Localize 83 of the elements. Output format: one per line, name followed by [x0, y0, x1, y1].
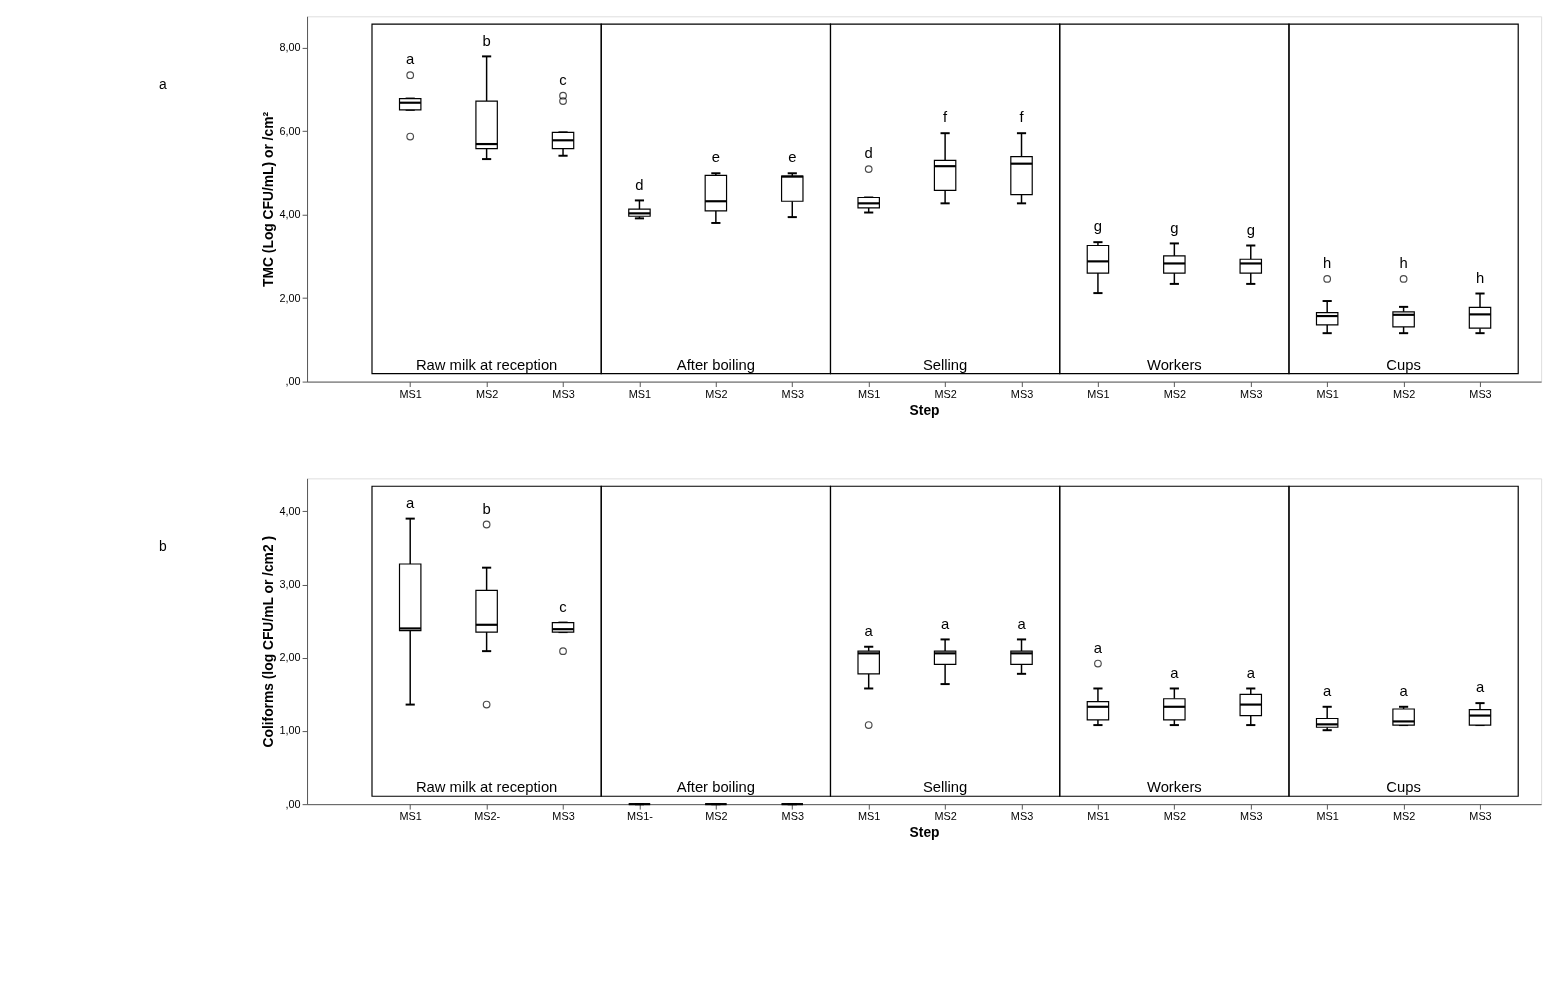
annotation: Selling	[922, 779, 968, 796]
x-axis-title: Step	[909, 824, 940, 841]
x-tick-label: MS2	[1163, 810, 1187, 823]
annotation: g	[1170, 219, 1179, 236]
y-tick-label: ,00	[285, 797, 301, 810]
y-tick-label: 4,00	[279, 208, 301, 221]
y-tick-label: 3,00	[279, 577, 301, 590]
annotation: a	[1093, 639, 1103, 656]
annotation: c	[559, 71, 568, 88]
x-tick-label: MS2	[934, 810, 957, 823]
annotation: Cups	[1386, 356, 1421, 373]
annotation: g	[1246, 221, 1255, 238]
x-tick-label: MS2-	[474, 810, 501, 823]
x-tick-label: MS3	[1010, 387, 1034, 400]
annotation: Workers	[1146, 356, 1202, 373]
x-tick-label: MS2	[934, 387, 957, 400]
y-tick-label: 2,00	[279, 651, 301, 664]
x-tick-label: MS3	[781, 387, 804, 400]
annotation: b	[482, 500, 491, 517]
annotation: Workers	[1146, 779, 1202, 796]
annotation: Cups	[1386, 779, 1421, 796]
x-tick-label: MS1	[1316, 387, 1339, 400]
x-tick-label: MS3	[1469, 810, 1492, 823]
annotation: Raw milk at reception	[415, 779, 558, 796]
x-tick-label: MS2	[1163, 387, 1187, 400]
x-tick-label: MS1	[1316, 810, 1339, 823]
y-tick-label: ,00	[285, 375, 301, 388]
x-tick-label: MS2	[705, 810, 728, 823]
annotation: e	[711, 149, 720, 166]
annotation: Selling	[922, 356, 968, 373]
y-tick-label: 2,00	[279, 291, 301, 304]
x-tick-label: MS1-	[626, 810, 654, 823]
x-tick-label: MS3	[1469, 387, 1492, 400]
text: b	[158, 538, 167, 555]
annotation: h	[1475, 269, 1485, 286]
x-tick-label: MS1	[858, 387, 881, 400]
x-tick-label: MS2	[705, 387, 728, 400]
annotation: a	[1323, 682, 1333, 699]
annotation: f	[1019, 109, 1025, 126]
x-tick-label: MS3	[552, 387, 575, 400]
annotation: a	[406, 51, 416, 68]
annotation: a	[864, 622, 874, 639]
y-tick-label: 8,00	[279, 41, 301, 54]
annotation: Raw milk at reception	[415, 356, 558, 373]
y-tick-label: 6,00	[279, 124, 301, 137]
annotation: e	[788, 149, 797, 166]
annotation: b	[482, 32, 491, 49]
y-axis-title: Coliforms (log CFU/mL or /cm2 )	[259, 535, 276, 748]
annotation: h	[1323, 255, 1332, 272]
text: a	[158, 76, 167, 93]
annotation: a	[1246, 664, 1256, 681]
x-tick-label: MS3	[1240, 387, 1263, 400]
annotation: g	[1093, 218, 1103, 235]
x-tick-label: MS2	[1392, 387, 1416, 400]
annotation: After boiling	[676, 779, 755, 796]
x-tick-label: MS3	[781, 810, 804, 823]
annotation: a	[1170, 664, 1180, 681]
x-tick-label: MS1	[399, 810, 422, 823]
x-tick-label: MS2	[475, 387, 499, 400]
annotation: f	[943, 109, 949, 126]
x-tick-label: MS3	[1010, 810, 1034, 823]
x-tick-label: MS3	[1240, 810, 1263, 823]
x-tick-label: MS1	[858, 810, 881, 823]
x-axis-title: Step	[909, 401, 940, 418]
y-tick-label: 4,00	[279, 504, 301, 517]
y-tick-label: 1,00	[279, 724, 301, 737]
annotation: d	[864, 145, 873, 162]
x-tick-label: MS1	[628, 387, 652, 400]
annotation: a	[406, 494, 416, 511]
annotation: a	[1017, 615, 1027, 632]
x-tick-label: MS1	[399, 387, 422, 400]
annotation: h	[1399, 255, 1408, 272]
annotation: a	[1475, 679, 1485, 696]
x-tick-label: MS3	[552, 810, 575, 823]
x-tick-label: MS1	[1087, 810, 1110, 823]
x-tick-label: MS1	[1087, 387, 1110, 400]
annotation: d	[635, 176, 644, 193]
annotation: a	[940, 615, 950, 632]
y-axis-title: TMC (Log CFU/mL) or /cm²	[259, 111, 276, 287]
x-tick-label: MS2	[1392, 810, 1416, 823]
annotation: c	[559, 598, 568, 615]
annotation: After boiling	[676, 356, 755, 373]
annotation: a	[1399, 682, 1409, 699]
